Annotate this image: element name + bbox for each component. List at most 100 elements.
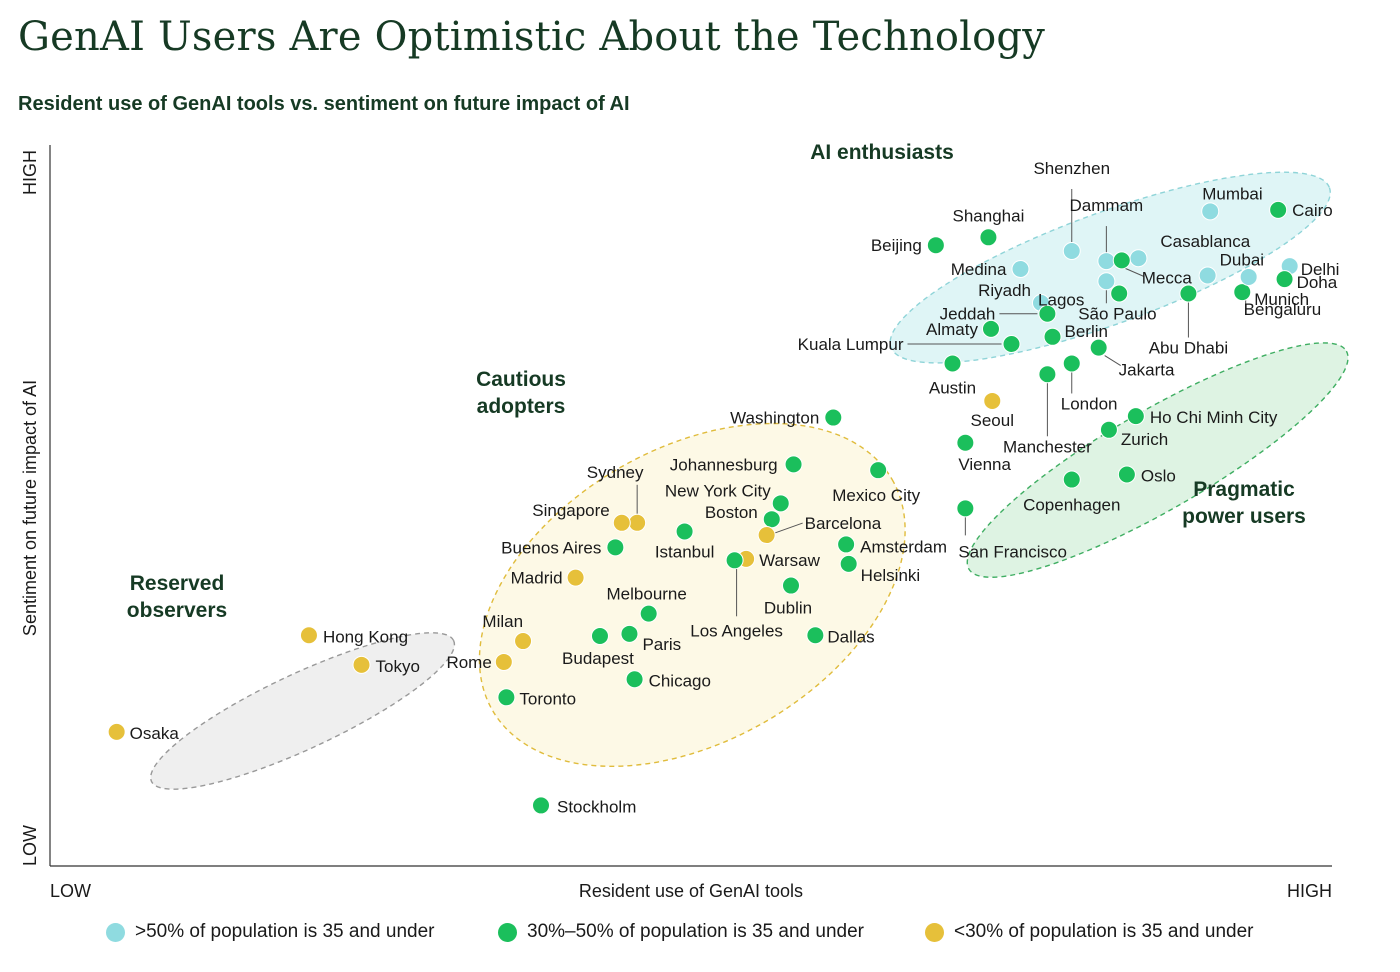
- point-label-milan: Milan: [482, 612, 523, 631]
- point-singapore: [612, 513, 631, 532]
- point-sydney: [628, 513, 647, 532]
- legend-label: <30% of population is 35 and under: [954, 921, 1254, 942]
- point-ho-chi-minh-city: [1126, 407, 1145, 426]
- point-milan: [514, 632, 533, 651]
- x-axis-low-label: LOW: [50, 881, 91, 901]
- point-osaka: [107, 722, 126, 741]
- point-label-warsaw: Warsaw: [759, 551, 820, 570]
- point-mecca: [1112, 251, 1131, 270]
- point-label-tokyo: Tokyo: [376, 657, 420, 676]
- point-boston: [762, 510, 781, 529]
- leader-lines: [636, 188, 1247, 617]
- point-doha: [1275, 270, 1294, 289]
- legend: >50% of population is 35 and under 30%–5…: [0, 921, 1400, 951]
- y-axis-title: Sentiment on future impact of AI: [20, 380, 40, 636]
- y-axis-low-label: LOW: [20, 825, 40, 866]
- point-beijing: [926, 236, 945, 255]
- point-san-francisco: [956, 499, 975, 518]
- point-label-manchester: Manchester: [1003, 437, 1092, 456]
- point-paris: [620, 624, 639, 643]
- point-label-sydney: Sydney: [587, 463, 644, 482]
- point-label-los-angeles: Los Angeles: [690, 621, 783, 640]
- point-label-mecca: Mecca: [1142, 268, 1193, 287]
- point-label-cairo: Cairo: [1292, 201, 1333, 220]
- point-label-riyadh: Riyadh: [978, 281, 1031, 300]
- point-munich: [1233, 283, 1252, 302]
- point-label-hong-kong: Hong Kong: [323, 627, 408, 646]
- point-label-doha: Doha: [1297, 273, 1338, 292]
- point-label-jeddah: Jeddah: [940, 305, 996, 324]
- legend-item-cyan: >50% of population is 35 and under: [106, 921, 434, 943]
- legend-label: 30%–50% of population is 35 and under: [527, 921, 864, 942]
- point-labels: Cairo Mumbai Shenzhen Dammam Casablanca Mecca…: [130, 159, 1340, 816]
- point-label-dublin: Dublin: [764, 599, 812, 618]
- point-seoul: [983, 391, 1002, 410]
- axes: LOW HIGH Resident use of GenAI tools LOW…: [20, 145, 1332, 901]
- point-label-toronto: Toronto: [519, 689, 576, 708]
- point-label-washington: Washington: [730, 409, 819, 428]
- point-label-boston: Boston: [705, 503, 758, 522]
- point-casablanca: [1129, 249, 1148, 268]
- point-zurich: [1099, 420, 1118, 439]
- point-cairo: [1269, 200, 1288, 219]
- point-label-johannesburg: Johannesburg: [670, 455, 778, 474]
- point-label-almaty: Almaty: [926, 320, 978, 339]
- point-berlin: [1043, 327, 1062, 346]
- point-label-dallas: Dallas: [827, 627, 874, 646]
- point-label-berlin: Berlin: [1065, 322, 1108, 341]
- point-label-delhi: Delhi: [1301, 260, 1340, 279]
- point-lagos: [1097, 272, 1116, 291]
- point-label-abu-dhabi: Abu Dhabi: [1149, 339, 1228, 358]
- point-label-jakarta: Jakarta: [1119, 361, 1175, 380]
- point-label-singapore: Singapore: [532, 501, 610, 520]
- group-label-reserved-observers: Reserved observers: [127, 572, 227, 622]
- point-madrid: [566, 568, 585, 587]
- point-label-medina: Medina: [951, 260, 1007, 279]
- point-dallas: [806, 626, 825, 645]
- point-jeddah: [1038, 304, 1057, 323]
- data-points: [107, 200, 1299, 815]
- point-hong-kong: [299, 626, 318, 645]
- group-ellipse-reserved-observers: [149, 632, 456, 790]
- leader-line-jakarta: [1104, 355, 1121, 367]
- point-dubai: [1198, 266, 1217, 285]
- leader-line-barcelona: [774, 522, 803, 534]
- point-label-stockholm: Stockholm: [557, 797, 636, 816]
- point-barcelona: [757, 526, 776, 545]
- point-label-munich: Munich: [1254, 290, 1309, 309]
- point-label-shanghai: Shanghai: [953, 206, 1025, 225]
- point-label-vienna: Vienna: [958, 455, 1011, 474]
- group-label-cautious-adopters: Cautious adopters: [476, 368, 566, 418]
- point-label-seoul: Seoul: [971, 411, 1014, 430]
- legend-item-yellow: <30% of population is 35 and under: [925, 921, 1253, 943]
- chart-title: GenAI Users Are Optimistic About the Tec…: [18, 14, 1046, 60]
- point-dublin: [781, 576, 800, 595]
- point-shanghai: [979, 228, 998, 247]
- point-mexico-city: [869, 461, 888, 480]
- point-label-copenhagen: Copenhagen: [1023, 496, 1120, 515]
- point-label-rome: Rome: [446, 653, 491, 672]
- point-mumbai: [1201, 202, 1220, 221]
- point-washington: [824, 408, 843, 427]
- point-melbourne: [639, 604, 658, 623]
- point-oslo: [1117, 465, 1136, 484]
- point-shenzhen: [1062, 241, 1081, 260]
- point-label-casablanca: Casablanca: [1160, 232, 1250, 251]
- point-tokyo: [352, 655, 371, 674]
- point-label-sao-paulo: São Paulo: [1078, 305, 1156, 324]
- point-label-barcelona: Barcelona: [805, 514, 882, 533]
- point-kuala-lumpur: [1002, 334, 1021, 353]
- point-sao-paulo: [1110, 284, 1129, 303]
- point-label-dammam: Dammam: [1070, 196, 1144, 215]
- point-label-kuala-lumpur: Kuala Lumpur: [798, 335, 904, 354]
- point-label-san-francisco: San Francisco: [958, 542, 1067, 561]
- x-axis-high-label: HIGH: [1287, 881, 1332, 901]
- chart-subtitle: Resident use of GenAI tools vs. sentimen…: [18, 93, 630, 115]
- point-label-istanbul: Istanbul: [655, 542, 715, 561]
- point-label-buenos-aires: Buenos Aires: [501, 538, 601, 557]
- point-label-austin: Austin: [929, 378, 976, 397]
- group-label-ai-enthusiasts: AI enthusiasts: [810, 141, 954, 164]
- point-label-ho-chi-minh-city: Ho Chi Minh City: [1150, 408, 1278, 427]
- point-dammam: [1097, 252, 1116, 271]
